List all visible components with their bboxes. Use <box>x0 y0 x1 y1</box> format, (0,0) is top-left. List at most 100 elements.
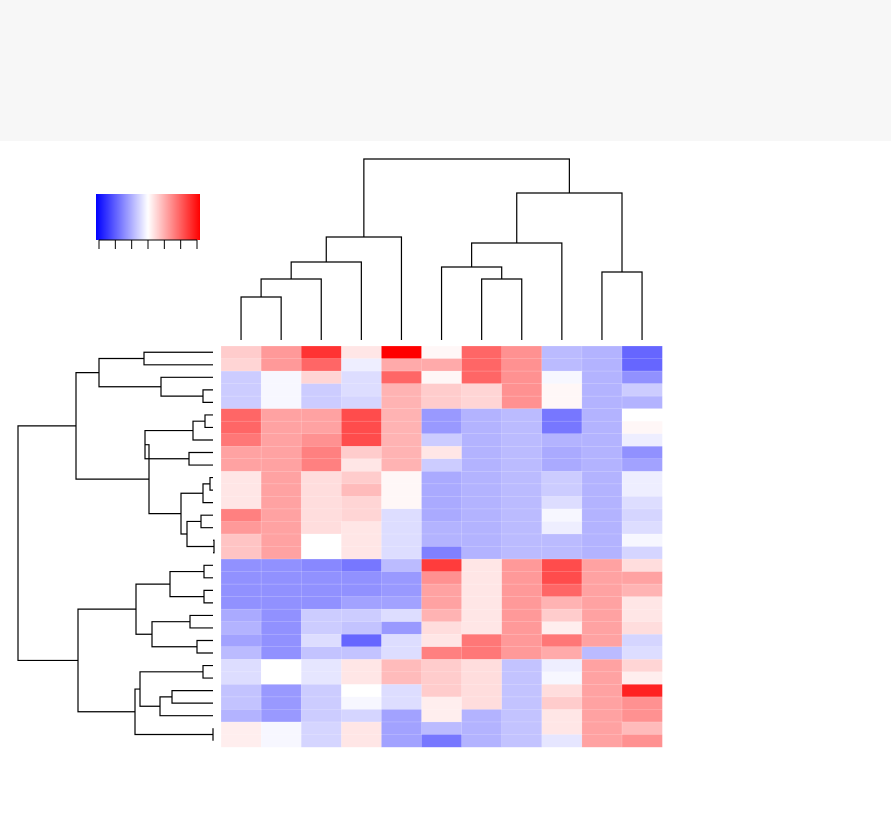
heatmap-cell <box>461 583 503 598</box>
heatmap-cell <box>220 496 262 510</box>
heatmap-cell <box>260 734 302 748</box>
heatmap-cell <box>541 621 583 635</box>
heatmap-cell <box>581 709 623 723</box>
heatmap-cell <box>300 395 342 410</box>
dendrogram-branch <box>481 278 523 340</box>
heatmap-cell <box>461 345 503 360</box>
dendrogram-branch <box>204 414 213 429</box>
heatmap-cell <box>621 471 663 485</box>
heatmap-cell <box>461 608 503 623</box>
heatmap-cell <box>501 621 543 635</box>
heatmap-cell <box>260 546 302 560</box>
heatmap-cell <box>541 709 583 723</box>
heatmap-cell <box>461 671 503 685</box>
dendrogram-branch <box>196 639 213 654</box>
heatmap-cell <box>260 358 302 372</box>
heatmap-cell <box>621 546 663 560</box>
heatmap-cell <box>341 370 382 385</box>
heatmap-cell <box>581 358 623 372</box>
heatmap-cell <box>300 446 342 460</box>
heatmap-cell <box>341 633 382 648</box>
heatmap-cell <box>300 533 342 548</box>
heatmap-cell <box>220 709 262 723</box>
heatmap-cell <box>220 633 262 648</box>
heatmap-cell <box>300 420 342 435</box>
dendrogram-branch <box>144 429 193 460</box>
heatmap-cell <box>341 420 382 435</box>
heatmap-cell <box>260 408 302 422</box>
heatmap-cell <box>300 558 342 573</box>
heatmap-cell <box>541 471 583 485</box>
heatmap-cell <box>541 345 583 360</box>
heatmap-cell <box>621 508 663 522</box>
dendrogram-branch <box>189 614 213 629</box>
heatmap-cell <box>381 496 423 510</box>
heatmap-cell <box>461 433 503 447</box>
heatmap-cell <box>581 345 623 360</box>
heatmap-cell <box>260 646 302 660</box>
heatmap-cell <box>341 496 382 510</box>
dendrogram-branch <box>240 296 282 340</box>
heatmap-cell <box>260 433 302 447</box>
heatmap-cell <box>260 659 302 673</box>
heatmap-cell <box>541 370 583 385</box>
heatmap-cell <box>341 483 382 497</box>
heatmap-cell <box>461 471 503 485</box>
heatmap-cell <box>341 571 382 585</box>
heatmap-cell <box>381 420 423 435</box>
heatmap-cell <box>421 571 463 585</box>
heatmap-cell <box>421 471 463 485</box>
heatmap-cell <box>621 420 663 435</box>
dendrogram-branch <box>17 425 78 662</box>
heatmap-cell <box>260 583 302 598</box>
heatmap-cell <box>461 395 503 410</box>
heatmap-cell <box>300 345 342 360</box>
heatmap-cell <box>461 709 503 723</box>
heatmap-cell <box>461 734 503 748</box>
heatmap-cell <box>300 408 342 422</box>
heatmap-cell <box>341 696 382 710</box>
heatmap-cell <box>621 533 663 548</box>
heatmap-cell <box>501 659 543 673</box>
heatmap-cell <box>581 684 623 698</box>
heatmap-cell <box>220 420 262 435</box>
heatmap-cell <box>581 696 623 710</box>
heatmap-cell <box>501 558 543 573</box>
dendrogram-branch <box>160 376 213 397</box>
heatmap-cell <box>300 608 342 623</box>
heatmap-cell <box>341 709 382 723</box>
heatmap-cell <box>220 583 262 598</box>
heatmap-cell <box>581 596 623 610</box>
heatmap-cell <box>421 671 463 685</box>
heatmap-cell <box>260 345 302 360</box>
heatmap-cell <box>260 483 302 497</box>
heatmap-cell <box>381 446 423 460</box>
heatmap-cell <box>220 345 262 360</box>
heatmap-cell <box>501 508 543 522</box>
dendrogram <box>17 158 643 741</box>
heatmap-cell <box>421 734 463 748</box>
heatmap-cell <box>541 533 583 548</box>
heatmap-cell <box>300 709 342 723</box>
heatmap-cell <box>461 483 503 497</box>
heatmap-cell <box>501 383 543 397</box>
heatmap-cell <box>220 646 262 660</box>
heatmap-cell <box>621 734 663 748</box>
heatmap-cell <box>461 533 503 548</box>
heatmap-cell <box>381 671 423 685</box>
heatmap-cell <box>381 483 423 497</box>
heatmap-cell <box>621 721 663 736</box>
heatmap-cell <box>381 558 423 573</box>
heatmap-cell <box>501 546 543 560</box>
heatmap-cell <box>300 621 342 635</box>
heatmap-cell <box>461 370 503 385</box>
heatmap-cell <box>260 420 302 435</box>
heatmap-cell <box>341 383 382 397</box>
heatmap-cell <box>541 583 583 598</box>
heatmap-cell <box>381 521 423 535</box>
heatmap-cell <box>381 721 423 736</box>
heatmap-cell <box>621 433 663 447</box>
heatmap-cell <box>581 546 623 560</box>
heatmap-cell <box>421 446 463 460</box>
heatmap-cell <box>341 358 382 372</box>
